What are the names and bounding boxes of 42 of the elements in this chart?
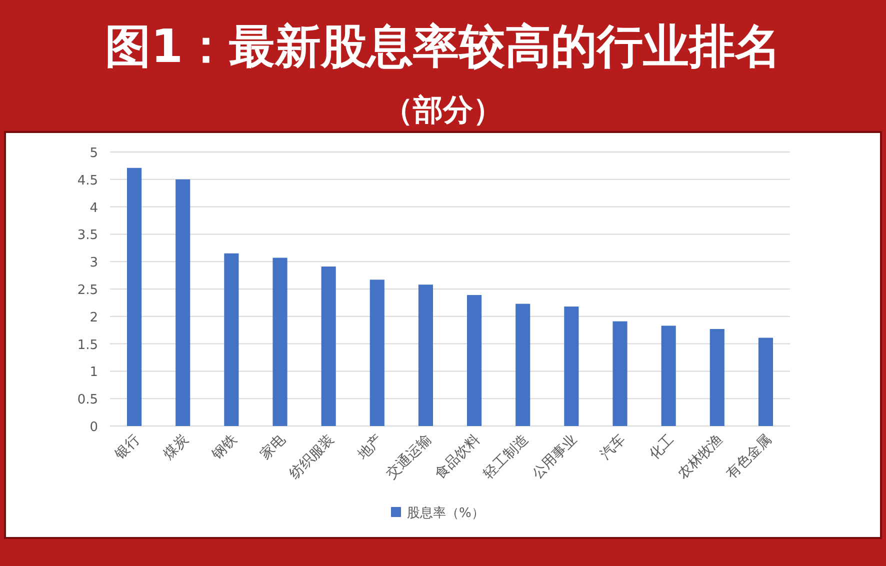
y-tick-label: 0 xyxy=(90,420,98,435)
chart-subtitle: （部分） xyxy=(383,93,503,128)
y-tick-label: 3 xyxy=(90,256,98,271)
y-tick-label: 3.5 xyxy=(77,228,98,244)
bar xyxy=(467,295,482,426)
x-tick-label: 交通运输 xyxy=(384,432,435,482)
bar xyxy=(661,326,676,426)
x-tick-label: 煤炭 xyxy=(160,432,192,463)
bar xyxy=(758,338,773,426)
x-tick-label: 银行 xyxy=(111,432,144,464)
y-tick-label: 1 xyxy=(90,365,98,380)
y-tick-label: 0.5 xyxy=(77,392,98,408)
x-tick-label: 地产 xyxy=(354,432,386,464)
bar xyxy=(418,284,433,426)
x-tick-label: 食品饮料 xyxy=(432,432,484,482)
y-tick-label: 2 xyxy=(90,310,98,326)
bar xyxy=(127,168,142,426)
x-tick-label: 农林牧渔 xyxy=(675,432,726,482)
bar xyxy=(564,306,579,426)
y-tick-label: 1.5 xyxy=(77,338,98,353)
chart-title: 图1：最新股息率较高的行业排名 xyxy=(104,19,782,73)
bar xyxy=(224,253,239,426)
x-tick-label: 汽车 xyxy=(598,432,629,463)
bar xyxy=(516,304,530,426)
x-tick-label: 家电 xyxy=(258,432,289,463)
y-tick-label: 4.5 xyxy=(77,173,98,188)
x-tick-label: 纺织服装 xyxy=(286,432,338,482)
legend-label: 股息率（%） xyxy=(407,505,484,521)
bar xyxy=(370,280,384,426)
y-tick-label: 4 xyxy=(90,200,98,216)
bar xyxy=(176,179,190,426)
bar xyxy=(710,329,724,426)
bar xyxy=(321,266,336,426)
x-tick-label: 有色金属 xyxy=(724,432,775,482)
bar xyxy=(612,321,628,426)
x-tick-label: 公用事业 xyxy=(529,432,580,482)
y-tick-label: 2.5 xyxy=(77,283,98,298)
y-tick-label: 5 xyxy=(90,146,98,161)
x-tick-label: 轻工制造 xyxy=(480,432,532,482)
bar xyxy=(272,258,288,426)
x-tick-label: 钢铁 xyxy=(208,432,240,464)
x-tick-label: 化工 xyxy=(646,432,678,463)
